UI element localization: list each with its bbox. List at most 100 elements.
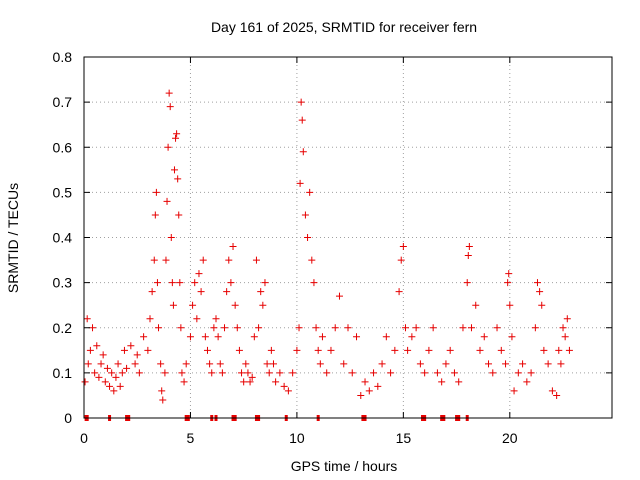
tick-labels: 0 0.1 0.2 0.3 0.4 0.5 0.6 0.7 0.8 0 5 10 15 20 <box>53 49 518 446</box>
data-point <box>485 360 493 368</box>
data-point <box>252 256 260 264</box>
data-point <box>168 279 176 287</box>
data-point <box>214 333 222 341</box>
data-point <box>557 360 565 368</box>
data-point <box>508 333 516 341</box>
data-point <box>553 391 561 399</box>
data-point <box>153 279 161 287</box>
data-point <box>158 387 166 395</box>
axis-ticks <box>83 56 612 419</box>
data-point <box>395 288 403 296</box>
data-point <box>399 243 407 251</box>
data-point <box>108 369 116 377</box>
data-point <box>446 346 454 354</box>
data-point <box>561 333 569 341</box>
data-point <box>250 333 258 341</box>
data-point <box>459 324 467 332</box>
data-point <box>316 360 324 368</box>
y-tick-label: 0 <box>64 410 72 426</box>
data-point <box>178 369 186 377</box>
data-point <box>193 315 201 323</box>
data-point <box>155 324 163 332</box>
data-point <box>182 360 190 368</box>
data-point <box>84 360 92 368</box>
data-point <box>523 378 531 386</box>
y-axis-label: SRMTID / TECUs <box>5 183 21 293</box>
data-point <box>103 364 111 372</box>
data-point <box>101 378 109 386</box>
data-point <box>344 324 352 332</box>
data-point <box>298 116 306 124</box>
data-point <box>269 360 277 368</box>
data-point <box>173 130 181 138</box>
data-point <box>353 333 361 341</box>
data-point <box>464 252 472 260</box>
data-point <box>208 369 216 377</box>
data-point <box>357 391 365 399</box>
data-point <box>340 360 348 368</box>
data-point <box>502 360 510 368</box>
data-point <box>227 279 235 287</box>
data-point <box>161 369 169 377</box>
data-point <box>233 324 241 332</box>
data-point <box>203 346 211 354</box>
data-point <box>489 369 497 377</box>
data-point <box>433 369 441 377</box>
data-point <box>169 301 177 309</box>
data-point <box>331 324 339 332</box>
data-point <box>199 256 207 264</box>
data-point <box>563 315 571 323</box>
data-point <box>544 360 552 368</box>
data-point <box>425 346 433 354</box>
data-point <box>265 369 273 377</box>
data-point <box>240 378 248 386</box>
data-point <box>151 211 159 219</box>
data-point <box>472 301 480 309</box>
data-point <box>150 256 158 264</box>
data-point <box>327 346 335 354</box>
data-point <box>310 279 318 287</box>
data-point <box>308 256 316 264</box>
data-point <box>538 301 546 309</box>
data-point <box>225 256 233 264</box>
y-tick-label: 0.1 <box>53 365 73 381</box>
data-point <box>112 373 120 381</box>
data-point <box>97 360 105 368</box>
data-point <box>221 324 229 332</box>
data-point <box>404 346 412 354</box>
data-point <box>306 188 314 196</box>
data-point <box>140 333 148 341</box>
data-point <box>455 378 463 386</box>
data-point <box>391 346 399 354</box>
data-point <box>438 378 446 386</box>
data-point <box>421 369 429 377</box>
data-point <box>81 378 89 386</box>
data-point <box>527 369 535 377</box>
data-point <box>289 369 297 377</box>
y-tick-label: 0.2 <box>53 320 73 336</box>
data-point <box>186 333 194 341</box>
data-point <box>248 373 256 381</box>
data-point <box>531 324 539 332</box>
data-point <box>159 396 167 404</box>
y-tick-label: 0.7 <box>53 94 73 110</box>
data-point <box>284 387 292 395</box>
data-point <box>505 270 513 278</box>
data-point <box>536 288 544 296</box>
data-point <box>212 315 220 323</box>
chart-title: Day 161 of 2025, SRMTID for receiver fer… <box>211 19 477 35</box>
data-point <box>504 279 512 287</box>
data-point <box>314 346 322 354</box>
data-point <box>463 279 471 287</box>
data-point <box>276 369 284 377</box>
data-point <box>95 373 103 381</box>
y-tick-label: 0.4 <box>53 230 73 246</box>
x-tick-label: 15 <box>396 430 412 446</box>
data-point <box>476 346 484 354</box>
data-point <box>229 243 237 251</box>
data-point <box>135 369 143 377</box>
data-point <box>465 243 473 251</box>
data-point <box>164 143 172 151</box>
data-point <box>257 288 265 296</box>
